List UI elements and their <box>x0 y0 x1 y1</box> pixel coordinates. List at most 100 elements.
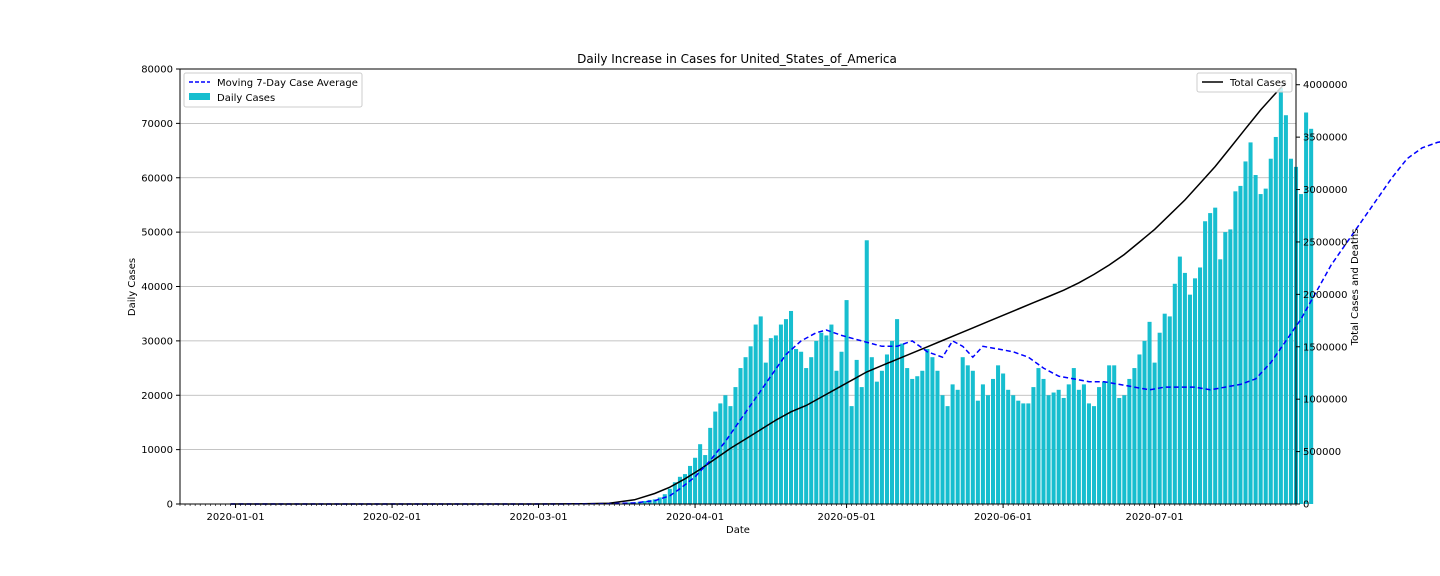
y-tick-label: 0 <box>167 500 173 511</box>
bar <box>1243 161 1248 504</box>
bar <box>985 395 990 504</box>
bar <box>879 370 884 504</box>
bar <box>768 338 773 504</box>
y2-axis-label: Total Cases and Deaths <box>1350 229 1361 347</box>
bar <box>1288 158 1293 504</box>
bar <box>1112 365 1117 504</box>
bar <box>1081 384 1086 504</box>
y2-tick-label: 3000000 <box>1303 185 1348 196</box>
bar <box>809 357 814 504</box>
chart-title: Daily Increase in Cases for United_State… <box>577 52 897 66</box>
bar <box>1182 272 1187 504</box>
bar <box>965 365 970 504</box>
bar <box>748 346 753 504</box>
legend-daily-cases-label: Daily Cases <box>217 93 275 104</box>
bar <box>1147 321 1152 504</box>
bar <box>1283 115 1288 504</box>
bar <box>1208 213 1213 504</box>
bar <box>758 316 763 504</box>
bar <box>854 359 859 504</box>
bar <box>935 370 940 504</box>
bar <box>1091 406 1097 504</box>
bar <box>1198 267 1203 504</box>
bar <box>693 457 698 504</box>
bar <box>738 368 743 504</box>
bar <box>1268 158 1273 504</box>
legend-moving-avg-label: Moving 7-Day Case Average <box>217 78 358 89</box>
bar <box>1071 368 1076 504</box>
bar <box>884 354 889 504</box>
bar <box>1132 368 1137 504</box>
y-tick-label: 10000 <box>141 445 173 456</box>
bar <box>1278 88 1283 504</box>
y-tick-label: 70000 <box>141 119 173 130</box>
bar <box>1097 387 1102 504</box>
bar <box>1137 354 1142 504</box>
moving-average-line <box>230 141 1440 505</box>
bar <box>723 395 728 504</box>
bar <box>1142 340 1147 504</box>
bar <box>839 351 844 504</box>
bar <box>1299 194 1304 504</box>
x-tick-label: 2020-05-01 <box>818 512 876 523</box>
y-tick-label: 40000 <box>141 282 173 293</box>
bar <box>1203 221 1208 504</box>
bar <box>1086 403 1091 504</box>
bar <box>1102 381 1107 504</box>
bar <box>1177 256 1182 504</box>
bar <box>849 406 854 504</box>
x-tick-label: 2020-03-01 <box>509 512 567 523</box>
bar <box>824 335 829 504</box>
x-axis-label: Date <box>726 525 750 536</box>
legend-left-box <box>183 72 363 108</box>
x-tick-label: 2020-02-01 <box>363 512 421 523</box>
bar <box>698 444 703 504</box>
bar <box>804 368 809 504</box>
bar <box>844 300 849 504</box>
legend-left: Moving 7-Day Case Average Daily Cases <box>183 72 363 108</box>
bar <box>1152 362 1157 504</box>
y2-tick-label: 2000000 <box>1303 290 1348 301</box>
bar <box>677 476 682 504</box>
bar <box>874 381 879 504</box>
bar <box>1253 175 1258 504</box>
bar <box>1228 229 1233 504</box>
bar <box>814 340 819 504</box>
total-cases-line <box>230 82 1287 505</box>
bar <box>925 349 930 504</box>
bar <box>778 324 783 504</box>
bar <box>895 319 900 504</box>
bar <box>703 455 708 504</box>
bar <box>789 310 794 504</box>
bar <box>950 384 955 504</box>
bar <box>718 403 723 504</box>
bar <box>1172 283 1177 504</box>
y-axis-right: 0 500000 1000000 1500000 2000000 2500000 30000… <box>1296 80 1348 511</box>
bar <box>688 465 693 504</box>
bar <box>1021 403 1026 504</box>
bar <box>900 343 905 504</box>
bar <box>1107 365 1112 504</box>
bar <box>1036 368 1041 504</box>
y2-tick-label: 2500000 <box>1303 237 1348 248</box>
bar <box>1263 188 1268 504</box>
bar <box>682 474 687 504</box>
bar <box>1192 278 1198 504</box>
bar <box>1016 400 1021 504</box>
bar <box>763 362 768 504</box>
bar <box>970 370 975 504</box>
bar <box>960 357 965 504</box>
bar <box>829 324 834 504</box>
bar <box>1031 387 1036 504</box>
y2-tick-label: 1500000 <box>1303 342 1348 353</box>
bar <box>1026 403 1031 504</box>
bar <box>1117 397 1122 504</box>
bar <box>1223 232 1228 504</box>
y2-tick-label: 0 <box>1303 500 1309 511</box>
bar <box>910 378 915 504</box>
bar <box>1122 395 1127 504</box>
bar <box>1006 389 1011 504</box>
bar <box>990 378 996 504</box>
bar <box>905 368 910 504</box>
